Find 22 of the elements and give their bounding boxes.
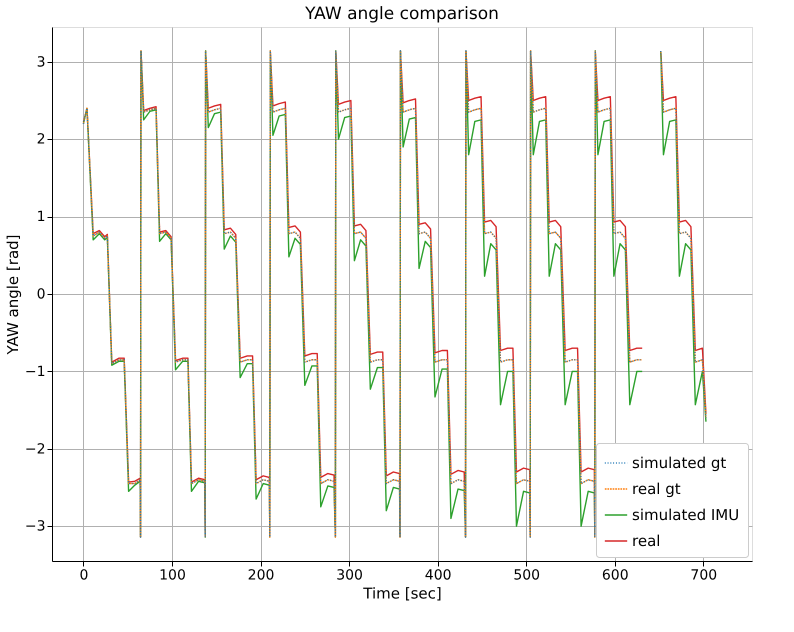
y-tick-label: 2: [36, 132, 46, 148]
x-tick-label: 300: [336, 568, 363, 584]
x-tick-label: 200: [248, 568, 274, 584]
y-tick-label: −1: [24, 364, 46, 380]
x-tick-label: 700: [690, 568, 718, 584]
x-axis-title: Time [sec]: [362, 584, 442, 602]
y-tick-label: −2: [24, 441, 46, 458]
x-tick-label: 500: [513, 568, 540, 584]
y-tick-label: 0: [36, 286, 46, 302]
legend-label: simulated IMU: [632, 506, 740, 524]
x-tick-label: 100: [159, 568, 186, 584]
legend-label: real: [632, 532, 660, 550]
y-tick-label: 1: [36, 209, 46, 226]
legend-label: real gt: [632, 480, 681, 498]
y-axis-title: YAW angle [rad]: [4, 234, 22, 356]
x-tick-label: 400: [424, 568, 452, 584]
legend-label: simulated gt: [632, 454, 726, 472]
chart-title: YAW angle comparison: [304, 4, 499, 24]
y-tick-label: −3: [24, 518, 46, 535]
x-tick-label: 600: [602, 568, 629, 584]
x-tick-label: 0: [79, 568, 88, 584]
y-tick-label: 3: [36, 54, 46, 70]
